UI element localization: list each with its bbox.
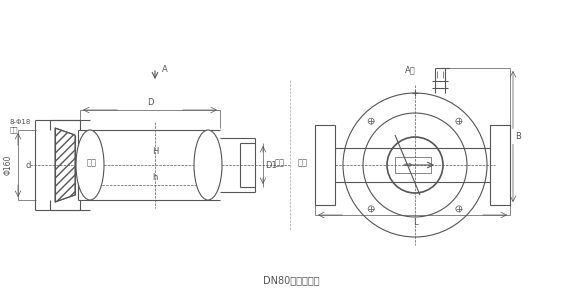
Ellipse shape	[194, 130, 222, 200]
Text: H: H	[152, 148, 158, 157]
Text: h: h	[152, 174, 158, 182]
Text: 均布: 均布	[10, 127, 19, 133]
Bar	[315, 125, 335, 205]
Bar	[395, 157, 431, 173]
Text: A向: A向	[404, 65, 416, 74]
Text: 8-Φ18: 8-Φ18	[10, 119, 31, 125]
Text: A: A	[162, 65, 168, 75]
Text: D: D	[147, 98, 153, 107]
Text: d: d	[25, 161, 31, 169]
Text: D1: D1	[265, 161, 277, 169]
Text: 出油: 出油	[298, 158, 308, 168]
Text: DN80型外形尺寸: DN80型外形尺寸	[262, 275, 320, 285]
Text: 出油: 出油	[275, 158, 285, 168]
Text: L: L	[413, 218, 417, 227]
Text: Φ160: Φ160	[3, 155, 12, 175]
Text: ⇒: ⇒	[403, 160, 411, 170]
Bar	[490, 125, 510, 205]
Text: 进油: 进油	[87, 158, 97, 168]
Polygon shape	[55, 128, 75, 202]
Ellipse shape	[76, 130, 104, 200]
Text: B: B	[515, 132, 521, 141]
